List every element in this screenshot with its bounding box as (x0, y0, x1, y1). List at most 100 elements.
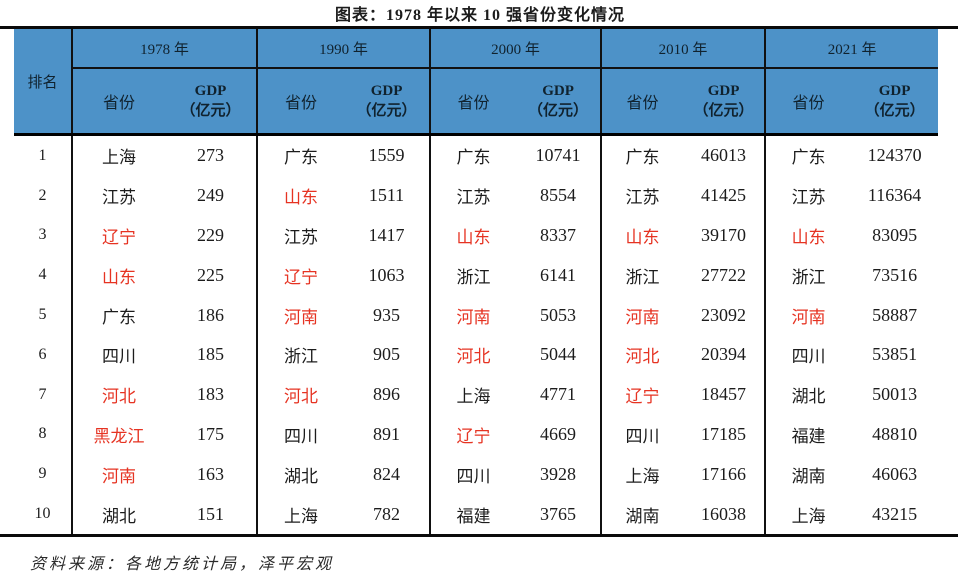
province-cell: 河南 (764, 295, 852, 335)
table-row: 9 河南 163 湖北 824 四川 3928 上海 17166 湖南 46063 (14, 454, 938, 495)
gdp-cell: 1511 (368, 185, 405, 206)
gdp-cell: 10741 (535, 145, 581, 166)
province-cell: 湖北 (764, 374, 852, 415)
province-cell: 河北 (256, 374, 345, 415)
gdp-cell: 50013 (872, 384, 918, 405)
gdp-cell: 5044 (540, 344, 577, 365)
gdp-cell: 1559 (368, 145, 405, 166)
province-cell: 四川 (429, 454, 517, 495)
province-cell: 上海 (256, 494, 345, 534)
gdp-cell: 18457 (701, 384, 747, 405)
gdp-cell: 116364 (867, 185, 922, 206)
province-header: 省份 (764, 68, 852, 136)
rank-cell: 9 (38, 465, 47, 483)
gdp-header-label: GDP (878, 83, 911, 99)
year-header-2021: 2021 年 (764, 29, 939, 69)
province-cell: 福建 (429, 494, 517, 534)
gdp-cell: 48810 (872, 423, 918, 444)
gdp-header-label: GDP (542, 83, 574, 99)
province-cell: 浙江 (256, 334, 345, 375)
table-row: 7 河北 183 河北 896 上海 4771 辽宁 18457 湖北 50013 (14, 374, 938, 415)
year-header-1978: 1978 年 (70, 29, 258, 69)
province-cell: 上海 (764, 494, 852, 534)
province-cell: 江苏 (71, 175, 165, 216)
province-cell: 四川 (71, 334, 165, 375)
table-row: 4 山东 225 辽宁 1063 浙江 6141 浙江 27722 浙江 73516 (14, 255, 938, 296)
province-header: 省份 (429, 68, 517, 136)
province-cell: 山东 (71, 255, 165, 296)
province-cell: 山东 (764, 215, 852, 256)
gdp-cell: 17166 (701, 463, 747, 484)
gdp-cell: 6141 (540, 264, 577, 285)
gdp-cell: 183 (197, 384, 224, 405)
province-cell: 江苏 (600, 175, 684, 216)
gdp-cell: 151 (197, 503, 224, 524)
gdp-cell: 73516 (872, 264, 918, 285)
gdp-unit-label: （亿元） (864, 103, 925, 119)
province-cell: 浙江 (600, 255, 684, 296)
gdp-cell: 8337 (540, 224, 577, 245)
province-cell: 辽宁 (429, 414, 517, 455)
table-row: 8 黑龙江 175 四川 891 辽宁 4669 四川 17185 福建 48810 (14, 414, 938, 455)
province-cell: 上海 (71, 134, 165, 176)
province-cell: 浙江 (429, 255, 517, 296)
province-cell: 江苏 (429, 175, 517, 216)
gdp-cell: 175 (197, 423, 224, 444)
gdp-cell: 3928 (540, 463, 577, 484)
gdp-cell: 23092 (701, 304, 747, 325)
province-cell: 河北 (600, 334, 684, 375)
gdp-cell: 46013 (701, 145, 747, 166)
province-cell: 河北 (429, 334, 517, 375)
gdp-unit-label: （亿元） (356, 103, 417, 119)
page-title: 图表：1978 年以来 10 强省份变化情况 (334, 7, 625, 24)
gdp-cell: 43215 (872, 503, 918, 524)
year-header-2010: 2010 年 (600, 29, 766, 69)
gdp-cell: 124370 (867, 145, 922, 166)
province-cell: 辽宁 (256, 255, 345, 296)
gdp-cell: 229 (197, 224, 224, 245)
gdp-cell: 58887 (872, 304, 918, 325)
gdp-cell: 1063 (368, 264, 405, 285)
gdp-cell: 20394 (701, 344, 747, 365)
gdp-cell: 53851 (872, 344, 918, 365)
province-cell: 四川 (600, 414, 684, 455)
province-cell: 江苏 (764, 175, 852, 216)
gdp-ranking-table: 排名 1978 年 1990 年 2000 年 2010 年 2021 年 省份… (14, 29, 939, 534)
gdp-cell: 16038 (701, 503, 747, 524)
province-cell: 湖北 (71, 494, 165, 534)
gdp-cell: 185 (197, 344, 224, 365)
gdp-cell: 41425 (701, 185, 747, 206)
gdp-header-label: GDP (370, 83, 403, 99)
province-cell: 湖南 (764, 454, 852, 495)
gdp-cell: 1417 (368, 224, 405, 245)
province-header: 省份 (256, 68, 345, 136)
gdp-cell: 896 (373, 384, 401, 405)
gdp-unit-label: （亿元） (180, 103, 241, 119)
gdp-cell: 186 (197, 304, 224, 325)
gdp-header: GDP （亿元） (683, 68, 766, 136)
gdp-header: GDP （亿元） (851, 68, 939, 136)
rank-cell: 2 (38, 186, 47, 204)
province-cell: 河南 (429, 295, 517, 335)
rank-cell: 4 (38, 266, 47, 284)
top-rule (0, 26, 958, 29)
province-cell: 广东 (71, 295, 165, 335)
rank-cell: 8 (38, 425, 47, 443)
bottom-rule (0, 533, 958, 537)
province-cell: 福建 (764, 414, 852, 455)
rank-cell: 5 (38, 306, 47, 324)
province-cell: 湖北 (256, 454, 345, 495)
province-cell: 河南 (71, 454, 165, 495)
province-cell: 广东 (764, 134, 852, 176)
province-cell: 广东 (256, 134, 345, 176)
province-cell: 山东 (600, 215, 684, 256)
gdp-cell: 5053 (540, 304, 577, 325)
province-cell: 上海 (429, 374, 517, 415)
rank-cell: 7 (38, 385, 47, 403)
province-cell: 河南 (600, 295, 684, 335)
province-cell: 辽宁 (600, 374, 684, 415)
gdp-cell: 83095 (872, 224, 918, 245)
table-row: 2 江苏 249 山东 1511 江苏 8554 江苏 41425 江苏 116364 (14, 175, 938, 216)
gdp-cell: 3765 (540, 503, 577, 524)
table-row: 5 广东 186 河南 935 河南 5053 河南 23092 河南 58887 (14, 295, 938, 335)
